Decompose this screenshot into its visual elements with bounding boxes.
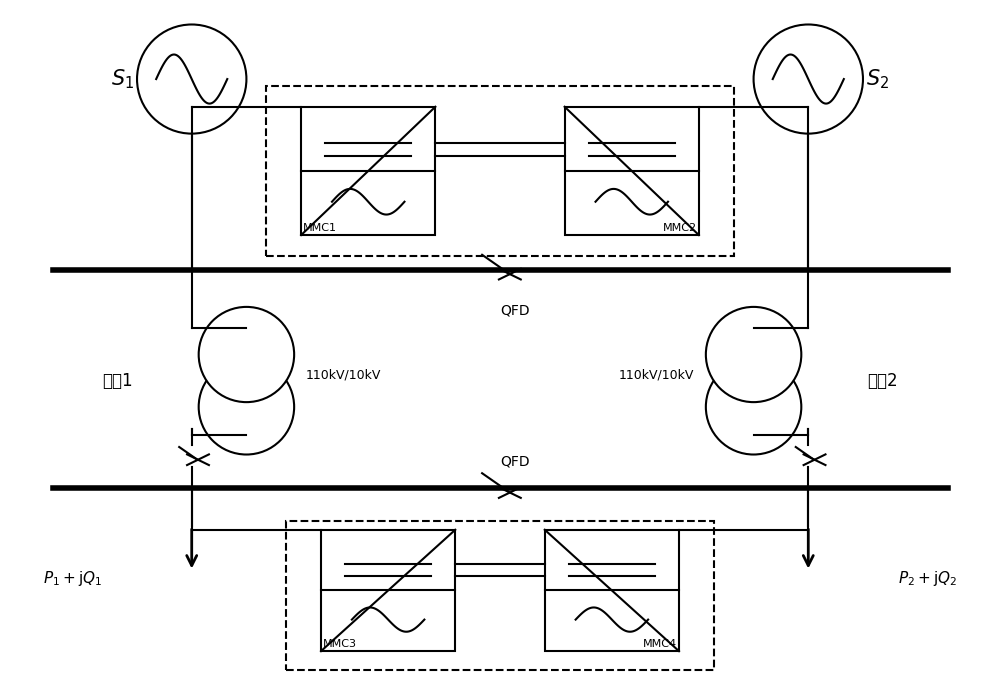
Text: MMC4: MMC4: [643, 639, 677, 649]
Text: 110kV/10kV: 110kV/10kV: [619, 368, 694, 382]
Text: MMC1: MMC1: [303, 223, 337, 233]
Ellipse shape: [199, 359, 294, 454]
Bar: [286, 521, 714, 670]
Bar: [301, 107, 435, 235]
Text: 主变1: 主变1: [102, 372, 132, 390]
Text: QFD: QFD: [500, 455, 530, 469]
Text: $S_2$: $S_2$: [866, 67, 889, 91]
Ellipse shape: [706, 307, 801, 402]
Text: QFD: QFD: [500, 303, 530, 317]
Ellipse shape: [199, 307, 294, 402]
Text: MMC2: MMC2: [663, 223, 697, 233]
Bar: [565, 107, 699, 235]
Text: MMC3: MMC3: [323, 639, 357, 649]
Ellipse shape: [706, 359, 801, 454]
Text: $S_1$: $S_1$: [111, 67, 134, 91]
Bar: [545, 530, 679, 651]
Text: 主变2: 主变2: [868, 372, 898, 390]
Text: $P_2 + \mathrm{j}Q_2$: $P_2 + \mathrm{j}Q_2$: [898, 569, 957, 588]
Text: 110kV/10kV: 110kV/10kV: [306, 368, 381, 382]
Text: $P_1 + \mathrm{j}Q_1$: $P_1 + \mathrm{j}Q_1$: [43, 569, 102, 588]
Bar: [321, 530, 455, 651]
Bar: [266, 86, 734, 256]
